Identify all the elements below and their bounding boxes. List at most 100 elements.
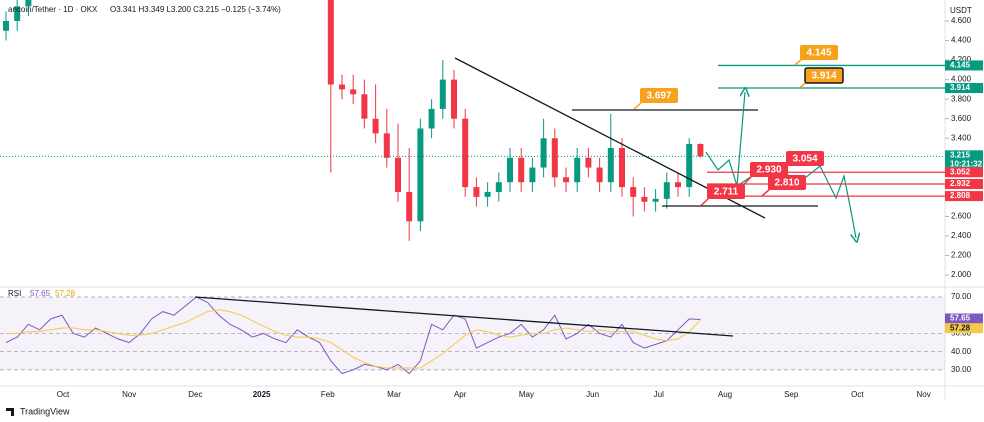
candle-body [462, 118, 469, 188]
level-tag: 3.914 [945, 83, 983, 94]
x-tick-label: Oct [57, 390, 70, 399]
callout-label: 3.697 [646, 91, 671, 102]
y-tick-label: 2.200 [951, 251, 972, 260]
candle-body [607, 148, 614, 183]
candle-body [574, 157, 581, 183]
x-tick-label: Feb [321, 390, 335, 399]
y-tick-label: 4.600 [951, 16, 972, 25]
candle-body [697, 144, 704, 157]
rsi-line [5, 296, 701, 375]
callout-pointer [700, 197, 710, 207]
rsi-value: 57.65 [30, 289, 51, 298]
y-tick-label: 2.000 [951, 270, 972, 279]
rsi-tick-label: 70.00 [951, 292, 972, 301]
candle-body [585, 157, 592, 168]
level-label: 3.052 [950, 167, 971, 176]
rsi-title: RSI [8, 289, 21, 298]
rsi-ma-value: 57.28 [55, 289, 76, 298]
tag-bg [945, 83, 983, 94]
candle-body [451, 79, 457, 119]
callout-bg [768, 175, 806, 190]
level-tag: 2.808 [945, 191, 983, 202]
tag-bg [945, 323, 983, 334]
countdown: 10:21:32 [950, 159, 983, 168]
callout-label: 3.054 [792, 154, 817, 165]
rsi-tag: 57.65 [945, 313, 983, 324]
level-tag: 4.145 [945, 60, 983, 71]
candle-body [3, 21, 9, 31]
y-tick-label: 4.200 [951, 55, 972, 64]
price-pane [0, 0, 945, 241]
tag-bg [945, 178, 983, 189]
candle-body [686, 144, 693, 188]
candle-body [406, 191, 413, 222]
callout-bg [707, 184, 745, 199]
x-tick-label: Oct [851, 390, 864, 399]
rsi-pane [0, 296, 945, 375]
callout: 2.930 [750, 162, 788, 177]
tag-bg [945, 167, 983, 178]
callout-label: 4.145 [806, 48, 831, 59]
x-tick-label: May [519, 390, 534, 399]
projection-up [705, 92, 745, 187]
x-tick-label: Apr [454, 390, 467, 399]
candle-body [395, 157, 401, 192]
candle-body [14, 6, 21, 22]
candle-body [619, 148, 625, 188]
tag-bg [945, 191, 983, 202]
candle-body [417, 128, 424, 222]
candle-body [383, 133, 390, 158]
callout-bg [640, 88, 678, 103]
candle-body [473, 187, 480, 197]
tag-bg [945, 313, 983, 324]
y-tick-label: 2.600 [951, 212, 972, 221]
callout: 4.145 [800, 45, 838, 60]
callout: 2.810 [768, 175, 806, 190]
candle-body [596, 167, 603, 183]
x-tick-label: Aug [718, 390, 732, 399]
candle-body [484, 191, 491, 197]
y-tick-label: 2.400 [951, 231, 972, 240]
callout-label: 2.810 [774, 178, 799, 189]
candle-body [641, 196, 648, 202]
callout-pointer [761, 188, 771, 197]
x-tick-label: 2025 [253, 390, 271, 399]
candle-body [327, 0, 334, 85]
rsi-tag-label: 57.28 [950, 323, 971, 332]
x-tick-label: Nov [122, 390, 136, 399]
callout-label: 2.930 [756, 165, 781, 176]
candle-body [372, 118, 379, 134]
currency: USDT [950, 6, 972, 15]
callout-label: 3.914 [811, 71, 836, 82]
rsi-tag: 57.28 [945, 323, 983, 334]
x-tick-label: Jun [586, 390, 599, 399]
level-tag: 3.052 [945, 167, 983, 178]
candle-body [675, 182, 681, 188]
level-tag: 2.932 [945, 178, 983, 189]
rsi-trend-line [194, 296, 734, 337]
callout: 3.054 [786, 151, 824, 166]
x-tick-label: Jul [654, 390, 664, 399]
rsi-tag-label: 57.65 [950, 314, 971, 323]
callout: 3.697 [640, 88, 678, 103]
x-tick-label: Dec [188, 390, 202, 399]
candle-body [652, 198, 659, 202]
candle-body [540, 138, 547, 168]
candle-body [630, 187, 637, 197]
callout-bg [750, 162, 788, 177]
callout-bg [800, 45, 838, 60]
y-tick-label: 3.800 [951, 94, 972, 103]
candle-body [361, 94, 368, 119]
tag-bg [945, 150, 983, 171]
callout-pointer [743, 175, 753, 185]
rsi-tick-label: 40.00 [951, 347, 972, 356]
y-tick-label: 4.000 [951, 75, 972, 84]
last-price-label: 3.215 [950, 150, 971, 159]
level-label: 2.932 [950, 179, 971, 188]
brand-logo [6, 408, 14, 416]
y-tick-label: 3.600 [951, 114, 972, 123]
candle-body [428, 108, 435, 129]
candle-body [495, 182, 502, 192]
